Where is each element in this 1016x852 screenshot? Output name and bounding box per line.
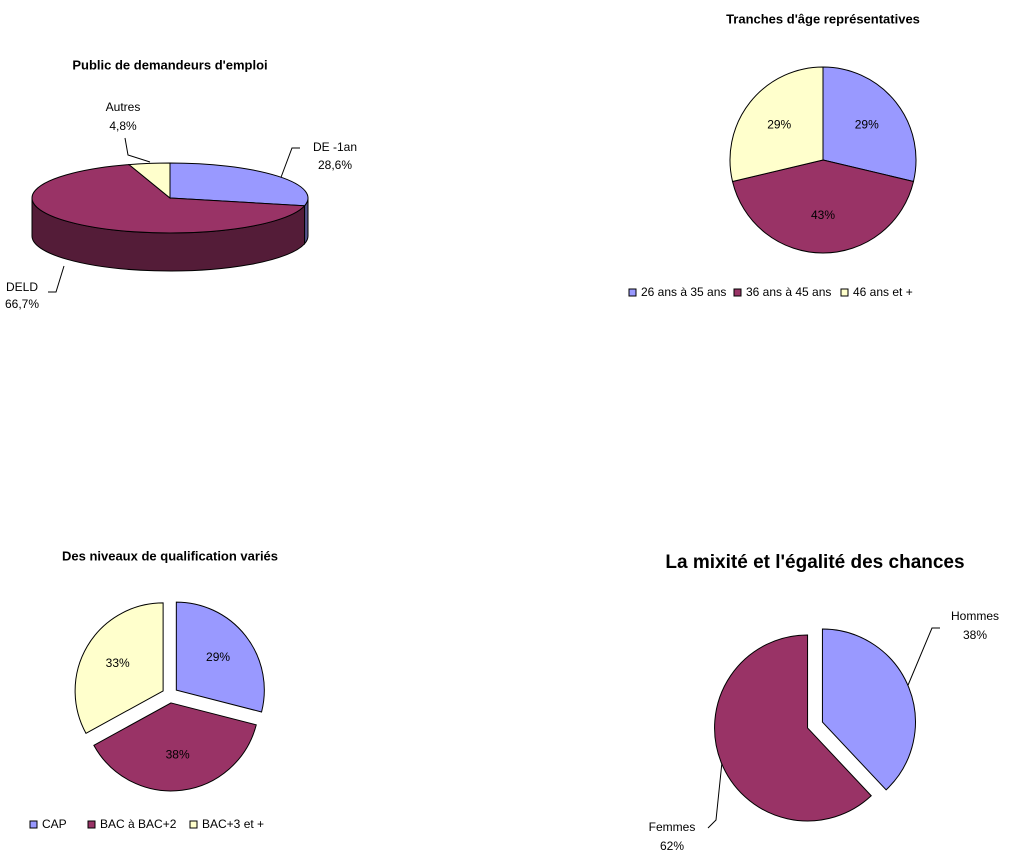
slice (31, 164, 306, 234)
slice-value-label: 33% (106, 656, 130, 670)
legend-swatch (733, 288, 742, 297)
slice-value-label: 43% (811, 208, 835, 222)
slice (821, 628, 916, 791)
slice-value-label: 38% (963, 628, 987, 642)
legend-label: 26 ans à 35 ans (641, 285, 726, 299)
legend-label: BAC à BAC+2 (100, 817, 177, 831)
legend-swatch (87, 820, 96, 829)
legend-label: CAP (42, 817, 67, 831)
slice (175, 601, 265, 713)
chart-title: Des niveaux de qualification variés (62, 548, 278, 563)
slice (93, 702, 257, 792)
chart-title: Tranches d'âge représentatives (726, 11, 920, 26)
leader-line (124, 137, 151, 163)
slice-value-label: 62% (660, 839, 684, 852)
slice-value-label: 29% (767, 118, 791, 132)
legend-swatch (29, 820, 38, 829)
slice-value-label: 38% (166, 747, 190, 761)
slice-value-label: 29% (855, 118, 879, 132)
legend-swatch (840, 288, 849, 297)
slice (74, 602, 164, 735)
chart-title: La mixité et l'égalité des chances (665, 552, 964, 573)
legend-label: BAC+3 et + (202, 817, 264, 831)
slice-category: Hommes (951, 609, 999, 623)
slice-category: Autres (106, 100, 141, 114)
legend-label: 36 ans à 45 ans (746, 285, 831, 299)
slice-category: Femmes (649, 820, 696, 834)
slice (731, 159, 915, 254)
slice-value-label: 4,8% (109, 119, 137, 133)
slice (714, 634, 872, 822)
leader-line (279, 147, 300, 181)
leader-line (48, 265, 65, 293)
legend-label: 46 ans et + (853, 285, 913, 299)
leader-line (707, 761, 723, 829)
slice (127, 162, 171, 200)
chart-title: Public de demandeurs d'emploi (72, 57, 267, 72)
slice-value-label: 29% (206, 650, 230, 664)
slice-category: DELD (6, 280, 38, 294)
legend-swatch (189, 820, 198, 829)
legend-swatch (628, 288, 637, 297)
slice-value-label: 66,7% (5, 297, 39, 311)
slice (169, 162, 309, 207)
slice-value-label: 28,6% (318, 158, 352, 172)
leader-line (905, 627, 940, 691)
slice (729, 66, 824, 183)
slice (822, 66, 917, 183)
slice-category: DE -1an (313, 140, 357, 154)
